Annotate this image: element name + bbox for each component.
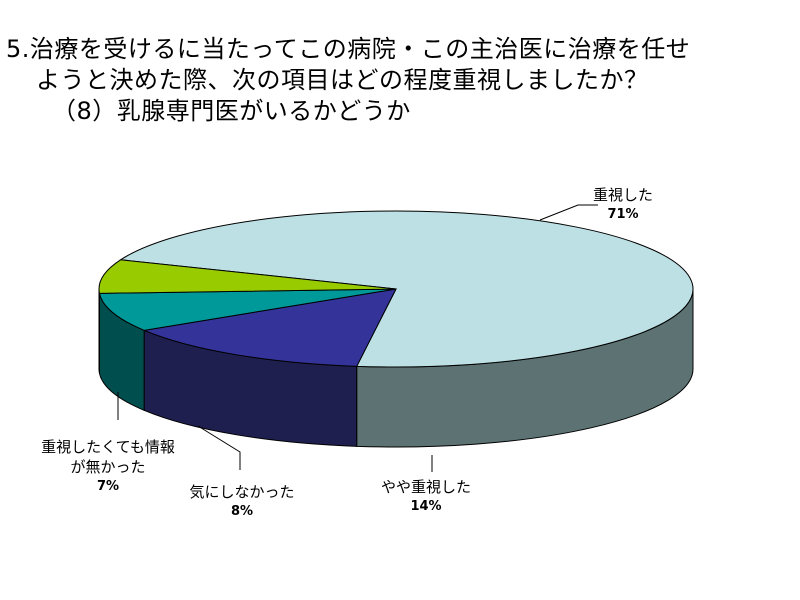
leader-ki-ni-shinakatta	[197, 425, 241, 470]
slice-percent: 8%	[230, 504, 254, 519]
slice-top-yaya-juushi	[142, 288, 397, 367]
slice-label-jouhou-nashi: 重視したくても情報が無かった 7%	[40, 437, 176, 497]
slice-percent: 71%	[607, 207, 639, 222]
slice-percent: 7%	[96, 479, 120, 494]
slice-top-juushi	[119, 210, 694, 368]
slice-label-text: 重視した	[592, 186, 653, 204]
title-line-3: （8）乳腺専門医がいるかどうか	[52, 97, 411, 125]
chart-title: 5.治療を受けるに当たってこの病院・この主治医に治療を任せ ようと決めた際、次の…	[6, 34, 796, 127]
slice-label-text: 気にしなかった	[189, 483, 295, 501]
title-line-2: ようと決めた際、次の項目はどの程度重視しましたか？	[36, 66, 649, 94]
leader-juushi	[539, 204, 598, 221]
slice-percent: 14%	[410, 499, 442, 514]
slice-label-text: やや重視した	[380, 478, 471, 496]
slice-top-ki-ni-shinakatta	[98, 288, 397, 331]
slice-label-yaya-juushi: やや重視した 14%	[366, 477, 486, 517]
title-line-1: 5.治療を受けるに当たってこの病院・この主治医に治療を任せ	[6, 35, 691, 63]
slice-label-text: 重視したくても情報が無かった	[41, 438, 175, 476]
slice-label-juushi: 重視した 71%	[568, 185, 678, 225]
slice-top-jouhou-nashi	[98, 259, 397, 294]
slice-label-ki-ni-shinakatta: 気にしなかった 8%	[180, 482, 304, 522]
